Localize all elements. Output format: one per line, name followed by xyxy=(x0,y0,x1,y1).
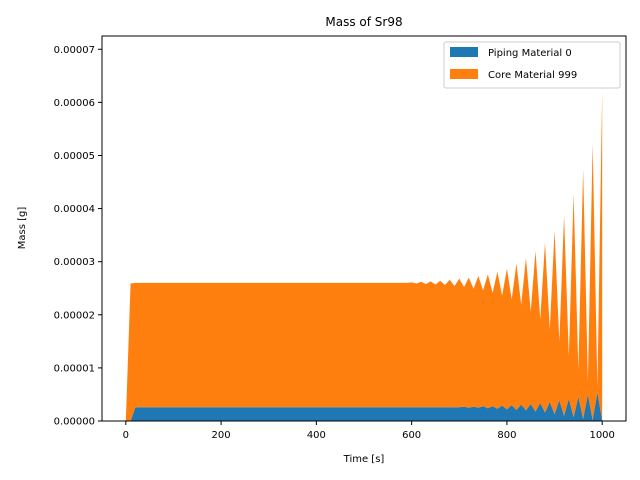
x-tick-label: 400 xyxy=(307,430,326,441)
area-series-0 xyxy=(125,392,603,421)
legend: Piping Material 0 Core Material 999 xyxy=(443,41,621,89)
legend-label-piping: Piping Material 0 xyxy=(488,48,572,59)
x-tick-label: 1000 xyxy=(589,430,614,441)
legend-swatch-piping xyxy=(450,47,478,57)
x-tick-label: 600 xyxy=(402,430,421,441)
x-axis: 0 200 400 600 800 1000 xyxy=(123,421,615,441)
y-tick-label: 0.00007 xyxy=(54,45,95,56)
y-tick-label: 0.00002 xyxy=(54,310,95,321)
x-tick-label: 800 xyxy=(497,430,516,441)
y-tick-label: 0.00000 xyxy=(54,417,95,428)
y-tick-label: 0.00004 xyxy=(54,204,95,215)
x-tick-label: 200 xyxy=(212,430,231,441)
legend-swatch-core xyxy=(450,69,478,79)
legend-frame xyxy=(443,41,621,89)
chart-title: Mass of Sr98 xyxy=(325,15,402,29)
legend-label-core: Core Material 999 xyxy=(488,70,577,81)
area-series-1 xyxy=(125,91,603,421)
axes-frame xyxy=(101,35,627,422)
y-tick-label: 0.00003 xyxy=(54,257,95,268)
x-axis-label: Time [s] xyxy=(343,454,385,465)
plot-area xyxy=(125,91,603,421)
x-tick-label: 0 xyxy=(123,430,129,441)
y-tick-label: 0.00005 xyxy=(54,151,95,162)
y-axis: 0.00000 0.00001 0.00002 0.00003 0.00004 0.000… xyxy=(54,45,102,428)
y-tick-label: 0.00006 xyxy=(54,98,95,109)
y-axis-label: Mass [g] xyxy=(17,207,28,250)
y-tick-label: 0.00001 xyxy=(54,363,95,374)
